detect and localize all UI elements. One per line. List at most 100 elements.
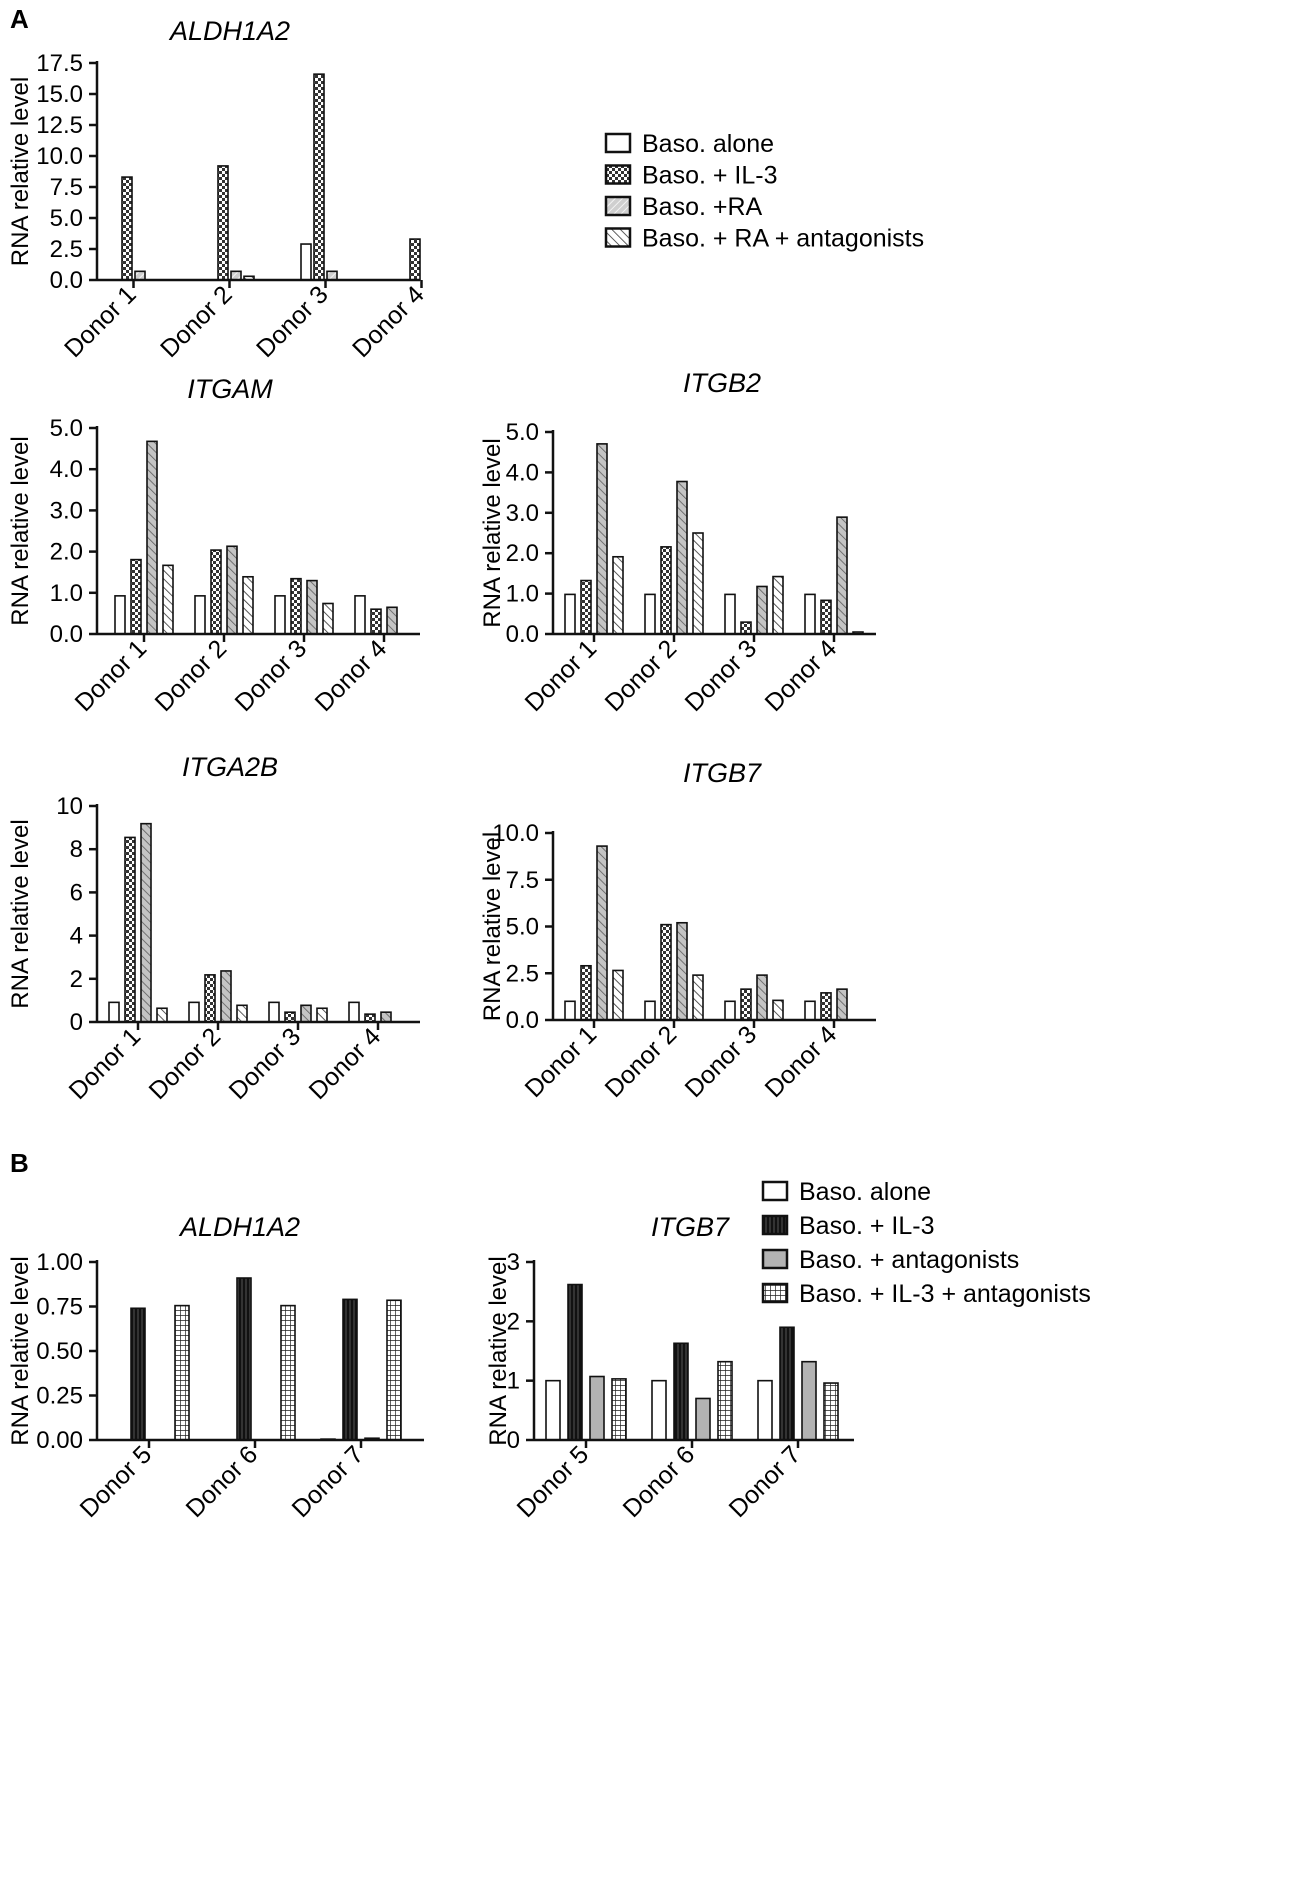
y-tick-label: 1.00 [36,1249,83,1276]
y-tick-label: 5.0 [506,914,539,941]
bar [673,1342,689,1441]
legends: Baso. alone Baso. + IL-3 Baso. +RA Baso. + … [604,130,1091,1308]
bar [274,595,286,635]
y-tick-label: 4 [70,923,83,950]
bar [204,974,216,1023]
x-tick-label: Donor 3 [224,1022,307,1105]
bar [242,575,254,635]
y-axis-label: RNA relative level [7,819,34,1008]
bar [306,579,318,635]
bar [370,608,382,635]
x-tick-label: Donor 5 [75,1440,158,1523]
bar [772,575,784,635]
bar [316,1007,328,1023]
y-axis-label: RNA relative level [7,1256,34,1445]
bar [804,593,816,635]
x-tick-label: Donor 4 [347,280,430,363]
chart-title: ITGB7 [683,758,762,788]
bar [545,1379,561,1441]
bar [174,1304,190,1441]
y-tick-label: 2 [507,1308,520,1335]
y-tick-label: 1.0 [506,581,539,608]
bar [130,1307,146,1441]
legend-label: Baso. + IL-3 [642,162,778,190]
x-tick-label: Donor 3 [230,634,313,717]
bar [121,176,133,281]
bar [740,988,752,1021]
bar [217,165,229,281]
bar [740,621,752,635]
y-tick-label: 0.0 [506,621,539,648]
y-tick-label: 0.0 [50,267,83,294]
x-tick-label: Donor 2 [600,634,683,717]
y-tick-label: 4.0 [506,459,539,486]
y-tick-label: 2.5 [506,960,539,987]
bar [386,606,398,635]
bar [772,999,784,1021]
y-tick-label: 17.5 [36,50,83,77]
y-tick-label: 2.0 [506,540,539,567]
x-tick-label: Donor 7 [724,1440,807,1523]
bar [580,964,592,1021]
bar [194,595,206,635]
bar [290,577,302,635]
bar [156,1007,168,1023]
bar [567,1283,583,1441]
bar [676,921,688,1021]
y-tick-label: 0 [507,1427,520,1454]
bar [612,969,624,1021]
y-axis-label: RNA relative level [479,438,506,627]
x-tick-label: Donor 6 [181,1440,264,1523]
y-tick-label: 4.0 [50,456,83,483]
y-tick-label: 8 [70,836,83,863]
x-tick-label: Donor 4 [310,634,393,717]
legend-label: Baso. + RA + antagonists [642,225,924,253]
bar [220,970,232,1023]
y-axis-label: RNA relative level [7,436,34,625]
chart-title: ALDH1A2 [168,16,290,46]
bar [188,1001,200,1023]
bar [756,585,768,635]
y-axis-label: RNA relative level [485,1256,512,1445]
bar [322,602,334,635]
y-tick-label: 7.5 [50,174,83,201]
y-tick-label: 0.00 [36,1427,83,1454]
y-tick-label: 1.0 [50,580,83,607]
x-tick-label: Donor 2 [600,1020,683,1103]
bar [230,270,242,281]
legend-swatch [604,164,632,185]
bar [801,1360,817,1441]
chart-title: ITGA2B [182,752,278,782]
y-tick-label: 5.0 [50,205,83,232]
chart-title: ITGAM [187,374,273,404]
y-axis-label: RNA relative level [7,77,34,266]
bar [348,1001,360,1023]
bar [134,270,146,281]
y-tick-label: 0.25 [36,1383,83,1410]
bar [284,1011,296,1023]
bar [724,1000,736,1021]
chart-title: ITGB7 [651,1212,730,1242]
legend-swatch [604,132,632,154]
chart-title: ITGB2 [683,368,761,398]
bar [692,532,704,635]
y-tick-label: 2 [70,966,83,993]
bar [612,555,624,635]
y-tick-label: 0.50 [36,1338,83,1365]
legend-swatch [604,195,632,217]
y-tick-label: 2.5 [50,236,83,263]
panel-label-b: B [10,1148,29,1178]
bar [380,1011,392,1023]
bar [757,1379,773,1441]
x-tick-label: Donor 7 [287,1440,370,1523]
y-tick-label: 5.0 [50,415,83,442]
chart-6: ALDH1A2 RNA relative level 0.00 0.25 0.50 0.7… [7,1212,424,1523]
legend-swatch [604,227,632,248]
y-tick-label: 3.0 [506,500,539,527]
legend-label: Baso. +RA [642,193,763,221]
bar [820,599,832,635]
chart-2: ITGAM RNA relative level 0.0 1.0 2.0 3.0 4.0 5.… [7,374,420,717]
bar [836,988,848,1021]
bar [596,845,608,1021]
y-tick-label: 3 [507,1249,520,1276]
